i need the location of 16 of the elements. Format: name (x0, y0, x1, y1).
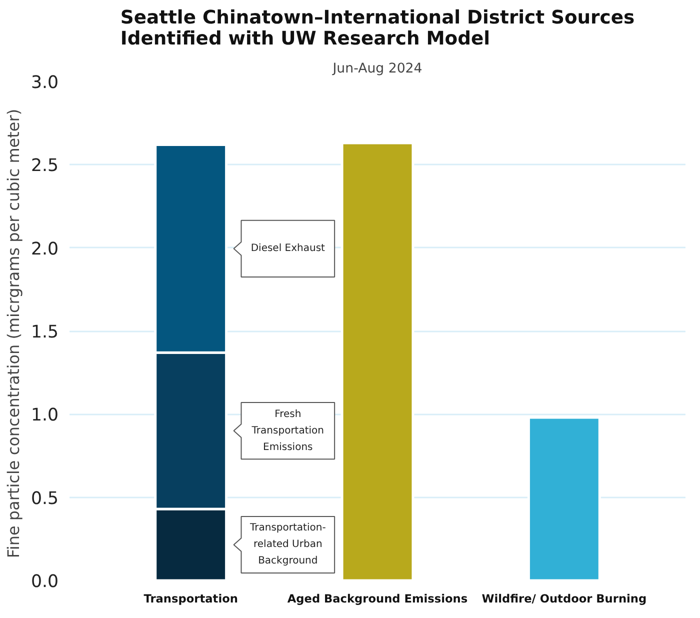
y-tick-label: 1.5 (30, 322, 59, 342)
x-tick-label: Aged Background Emissions (287, 592, 468, 606)
y-tick-label: 0.0 (30, 572, 59, 592)
chart-subtitle: Jun-Aug 2024 (332, 62, 422, 76)
y-tick-label: 2.0 (30, 239, 59, 260)
y-tick-label: 2.5 (30, 156, 59, 176)
y-tick-label: 0.5 (30, 488, 59, 509)
chart-title: Seattle Chinatown–International District Sources Identified with UW Research Model (120, 8, 635, 50)
y-tick-label: 3.0 (30, 73, 59, 93)
text: Fresh Transportation Emissions (250, 408, 324, 453)
x-tick-label: Wildfire/ Outdoor Burning (482, 592, 647, 606)
text: Transportation-related Urban Background (248, 522, 326, 567)
y-tick-label: 1.0 (30, 406, 59, 426)
text: Diesel Exhaust (250, 243, 326, 254)
x-tick-label: Transportation (144, 592, 238, 606)
y-axis-title: Fine particle concentration (micrgrams per cubic meter) (4, 108, 23, 558)
